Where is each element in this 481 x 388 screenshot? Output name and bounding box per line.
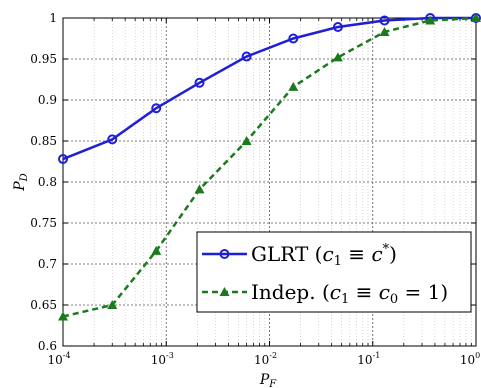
- y-axis-label-subscript: D: [19, 173, 30, 182]
- y-tick-label: 0.8: [38, 175, 57, 189]
- series-line-glrt: [62, 16, 476, 161]
- data-point-glrt: [107, 134, 118, 145]
- y-tick-label: 0.65: [30, 298, 57, 312]
- data-point-indep: [379, 26, 390, 36]
- data-point-glrt: [241, 51, 252, 62]
- y-tick-label: 0.95: [30, 52, 57, 66]
- x-tick-exponent: 0: [475, 351, 480, 360]
- data-point-indep: [151, 245, 162, 255]
- data-point-indep: [58, 311, 68, 321]
- data-point-indep: [425, 15, 436, 25]
- legend-box: [196, 231, 472, 313]
- data-point-glrt: [288, 33, 299, 44]
- x-tick-exponent: -3: [166, 351, 174, 360]
- y-tick-label: 0.6: [38, 339, 57, 353]
- data-point-glrt: [194, 77, 205, 88]
- y-tick-label: 0.75: [30, 216, 57, 230]
- y-tick-label: 0.85: [30, 134, 57, 148]
- data-point-indep: [288, 81, 299, 91]
- y-tick-label: 1: [49, 11, 57, 25]
- data-point-glrt: [332, 22, 343, 33]
- legend: GLRT (c1 ≡ c*) Indep. (c1 ≡ c0 = 1): [196, 231, 472, 313]
- legend-label-glrt: GLRT (c1 ≡ c*): [251, 242, 397, 269]
- data-point-indep: [194, 184, 205, 194]
- series-line-indep: [62, 16, 477, 318]
- y-tick-label: 0.9: [38, 93, 57, 107]
- x-tick-exponent: -1: [372, 351, 380, 360]
- data-point-glrt: [151, 103, 162, 114]
- legend-label-indep: Indep. (c1 ≡ c0 = 1): [251, 280, 448, 307]
- x-tick-exponent: -2: [269, 351, 277, 360]
- series-layer: [58, 13, 481, 321]
- x-axis-label-subscript: F: [268, 379, 277, 388]
- data-point-indep: [471, 13, 481, 22]
- legend-marker-glrt: [219, 249, 230, 259]
- data-point-indep: [332, 52, 343, 62]
- y-tick-label: 0.7: [38, 257, 57, 271]
- data-point-indep: [241, 136, 252, 145]
- data-point-indep: [107, 300, 118, 309]
- data-point-glrt: [379, 15, 390, 26]
- legend-marker-indep: [219, 287, 230, 296]
- x-tick-exponent: -4: [63, 351, 71, 360]
- data-point-glrt: [58, 154, 68, 165]
